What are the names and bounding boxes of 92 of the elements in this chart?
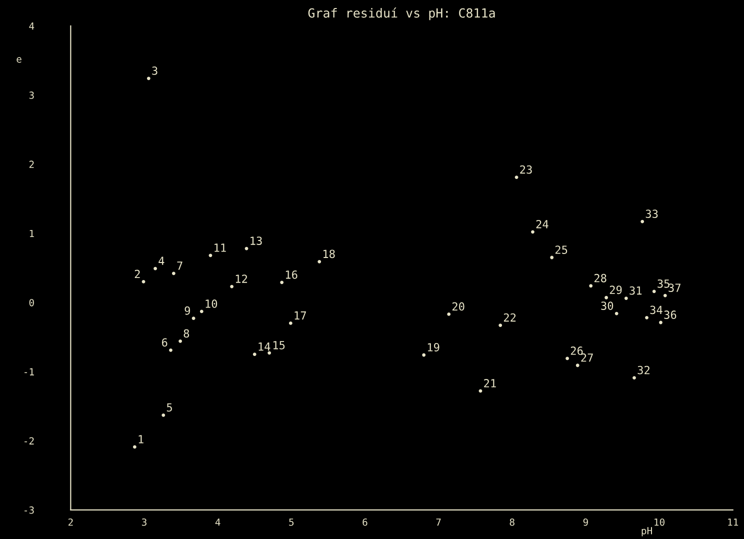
annotation: 34 xyxy=(650,306,662,314)
y-tick-label: -1 xyxy=(24,368,34,376)
x-tick-label: 5 xyxy=(289,518,294,526)
annotation: 21 xyxy=(484,379,496,388)
annotation: 13 xyxy=(250,236,262,245)
point xyxy=(514,176,518,179)
annotation: 36 xyxy=(664,310,676,319)
point xyxy=(576,364,580,368)
point xyxy=(162,413,166,417)
annotation: 28 xyxy=(594,274,606,282)
point xyxy=(200,310,204,314)
annotation: 24 xyxy=(536,220,548,228)
y-axis-title: e xyxy=(16,57,22,63)
point xyxy=(146,76,150,80)
x-tick-label: 6 xyxy=(362,518,368,526)
point xyxy=(178,339,182,343)
point xyxy=(498,324,502,327)
y-tick-label: 3 xyxy=(29,92,34,99)
annotation: 25 xyxy=(555,246,568,254)
annotation: 19 xyxy=(428,343,440,352)
annotation: 15 xyxy=(273,341,285,350)
x-tick-label: 3 xyxy=(142,518,146,526)
annotation: 6 xyxy=(162,338,168,347)
point xyxy=(659,320,662,324)
point xyxy=(154,266,157,270)
annotation: 17 xyxy=(294,311,306,320)
annotation: 14 xyxy=(258,342,270,351)
annotation: 31 xyxy=(630,286,642,295)
point xyxy=(624,296,628,300)
x-tick-label: 7 xyxy=(436,518,441,526)
point xyxy=(288,322,292,325)
point xyxy=(632,376,636,380)
point xyxy=(252,352,256,356)
chart-title: Graf residuí vs pH: C811a xyxy=(308,8,495,20)
y-tick-label: 1 xyxy=(30,230,34,238)
annotation: 22 xyxy=(504,313,516,322)
x-axis-title: pH xyxy=(642,527,652,536)
point xyxy=(192,316,196,320)
point xyxy=(645,316,648,320)
point xyxy=(169,348,172,352)
point xyxy=(268,351,272,355)
x-tick-label: 9 xyxy=(583,518,588,526)
annotation: 33 xyxy=(646,210,658,218)
annotation: 4 xyxy=(158,256,164,265)
point xyxy=(604,296,608,300)
annotation: 35 xyxy=(658,279,670,288)
point xyxy=(566,356,569,360)
point xyxy=(550,256,554,260)
point xyxy=(589,284,593,288)
annotation: 26 xyxy=(570,346,583,355)
annotation: 32 xyxy=(638,366,650,374)
annotation: 18 xyxy=(323,250,335,258)
annotation: 2 xyxy=(134,270,140,278)
annotation: 1 xyxy=(138,435,144,444)
point xyxy=(132,445,136,449)
annotation: 27 xyxy=(581,353,593,362)
point xyxy=(531,230,534,234)
point xyxy=(447,312,451,316)
annotation: 23 xyxy=(520,165,532,174)
point xyxy=(208,254,212,258)
point xyxy=(652,290,656,294)
annotation: 37 xyxy=(668,284,680,292)
y-tick-label: 2 xyxy=(29,160,34,168)
point xyxy=(318,260,322,264)
point xyxy=(142,280,146,284)
annotation: 11 xyxy=(214,244,226,252)
point xyxy=(663,294,667,298)
annotation: 5 xyxy=(166,403,172,412)
y-tick-label: 4 xyxy=(29,22,34,30)
annotation: 3 xyxy=(152,66,158,75)
x-tick-label: 4 xyxy=(215,518,220,526)
annotation: 16 xyxy=(286,270,298,279)
annotation: 29 xyxy=(610,286,622,294)
annotation: 12 xyxy=(236,274,248,283)
point xyxy=(230,284,234,288)
annotation: 20 xyxy=(452,302,464,311)
x-tick-label: 10 xyxy=(654,518,664,526)
point xyxy=(640,220,644,224)
point xyxy=(172,272,176,276)
y-tick-label: 0 xyxy=(29,298,34,306)
x-tick-label: 2 xyxy=(68,518,73,526)
annotation: 10 xyxy=(206,300,218,308)
y-tick-label: -2 xyxy=(24,437,34,444)
annotation: 7 xyxy=(177,262,182,270)
x-tick-label: 11 xyxy=(728,518,738,526)
annotation: 30 xyxy=(601,302,614,310)
annotation: 8 xyxy=(184,329,190,338)
point xyxy=(280,280,284,284)
y-tick-label: -3 xyxy=(24,506,34,514)
x-tick-label: 8 xyxy=(510,518,514,526)
point xyxy=(422,353,426,357)
annotation: 9 xyxy=(184,306,190,315)
